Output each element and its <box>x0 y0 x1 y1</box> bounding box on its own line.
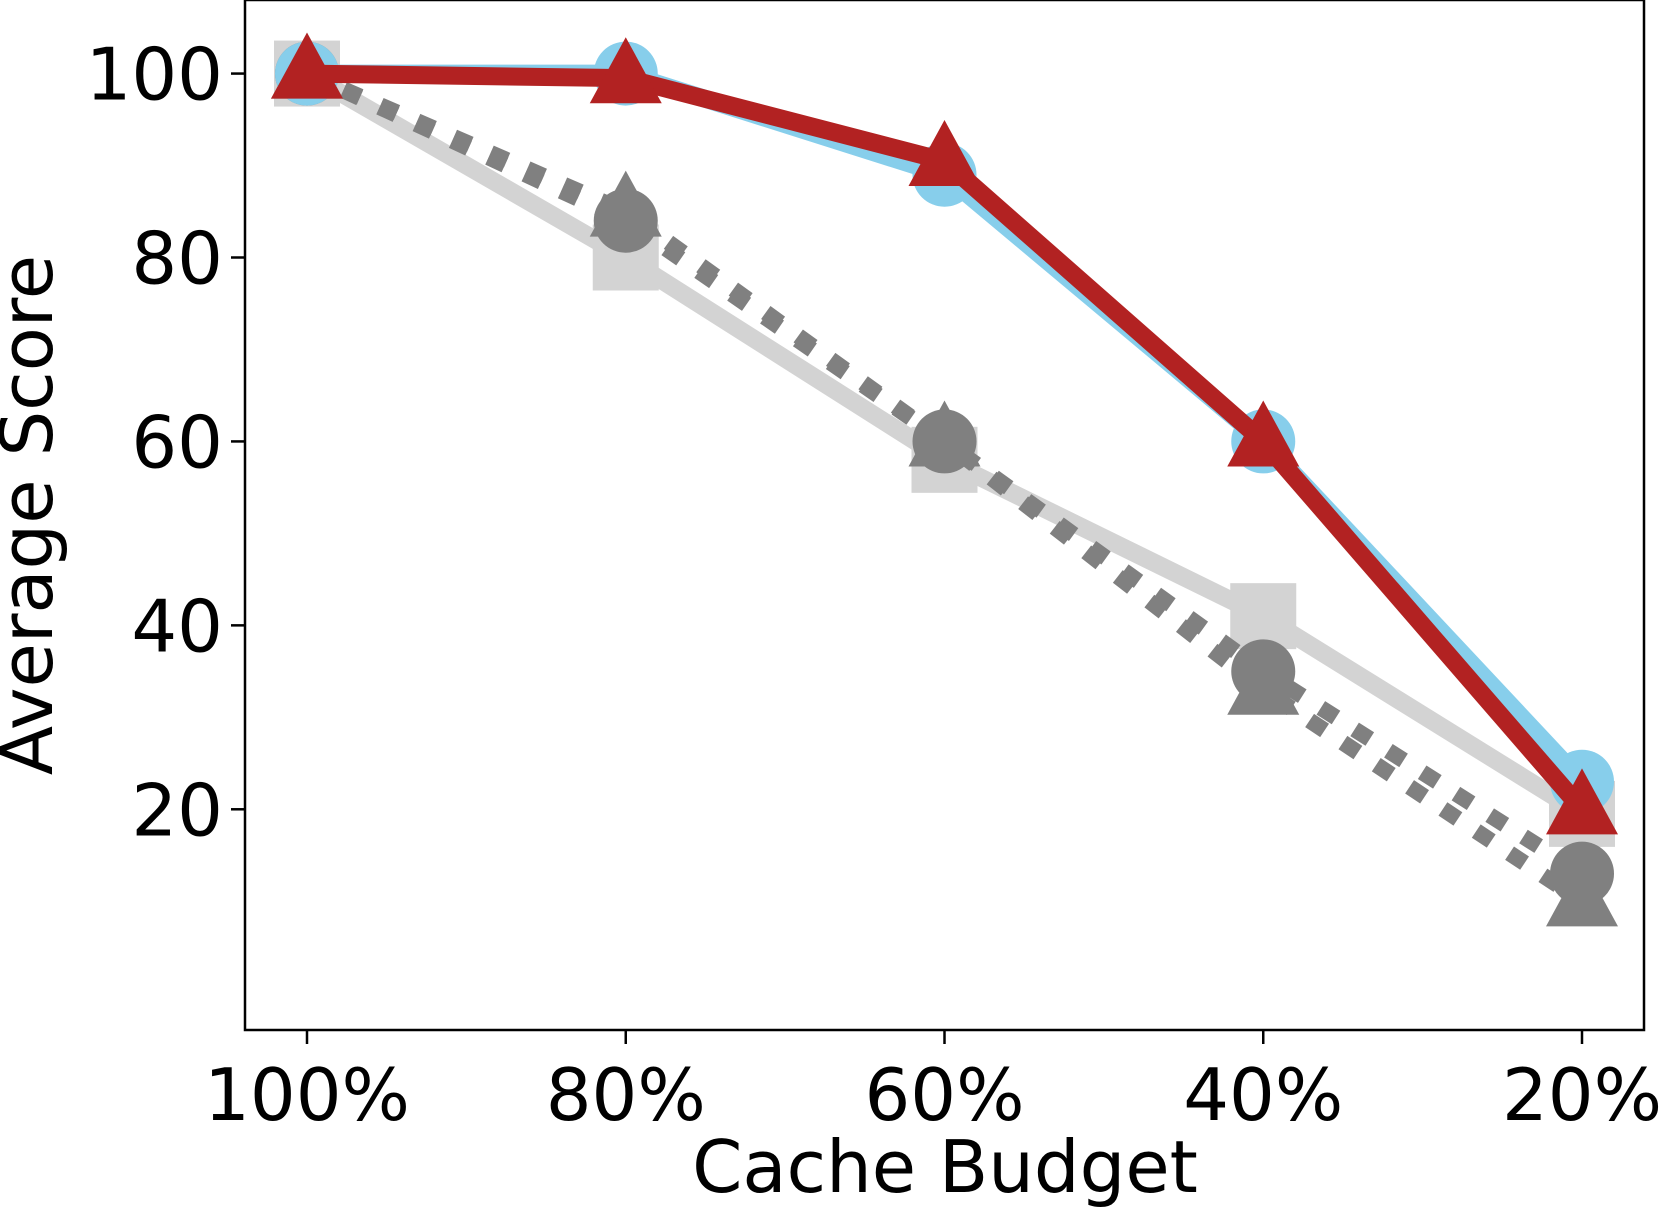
y-axis-label: Average Score <box>0 255 69 775</box>
y-tick-label: 40 <box>131 584 223 668</box>
data-point <box>908 400 981 467</box>
axis-ticks: 100% 80% 60% 40% 20% 20 40 60 80 100 <box>86 33 1661 1137</box>
data-point <box>1227 400 1300 467</box>
data-point <box>908 120 981 187</box>
data-point <box>271 32 343 99</box>
x-tick-label: 40% <box>1183 1053 1343 1137</box>
y-tick-label: 60 <box>131 400 223 484</box>
x-tick-label: 20% <box>1502 1053 1661 1137</box>
data-point <box>1227 648 1300 715</box>
x-tick-label: 80% <box>546 1053 706 1137</box>
data-point <box>1230 583 1297 650</box>
series-layer <box>271 32 1618 927</box>
y-tick-label: 80 <box>131 217 223 301</box>
series-line <box>303 66 1587 881</box>
x-tick-label: 100% <box>204 1053 410 1137</box>
data-point <box>1546 860 1618 927</box>
y-tick-label: 20 <box>131 768 223 852</box>
data-point <box>589 37 662 104</box>
data-point <box>1546 768 1618 835</box>
x-tick-label: 60% <box>864 1053 1024 1137</box>
x-axis-label: Cache Budget <box>692 1125 1198 1207</box>
data-point <box>589 170 662 237</box>
y-tick-label: 100 <box>86 33 223 117</box>
series-4 <box>271 32 1618 835</box>
